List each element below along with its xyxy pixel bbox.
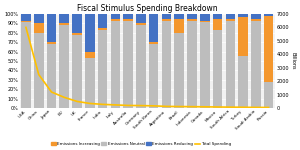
Total Spending [37, 74, 40, 75]
Bar [85, 52, 94, 58]
Bar [111, 19, 120, 21]
Y-axis label: Billions: Billions [291, 52, 296, 70]
Bar [251, 19, 261, 21]
Total Spending [75, 100, 79, 102]
Bar [149, 14, 158, 42]
Bar [200, 14, 209, 21]
Title: Fiscal Stimulus Spending Breakdown: Fiscal Stimulus Spending Breakdown [77, 4, 218, 13]
Total Spending [203, 106, 207, 108]
Bar [123, 19, 133, 21]
Total Spending [152, 105, 155, 107]
Bar [251, 21, 261, 108]
Bar [162, 14, 171, 19]
Total Spending [190, 106, 194, 108]
Bar [136, 23, 146, 25]
Bar [21, 22, 31, 108]
Total Spending [113, 104, 117, 106]
Bar [98, 30, 107, 108]
Bar [111, 14, 120, 19]
Bar [72, 33, 82, 35]
Bar [238, 56, 248, 108]
Bar [200, 21, 209, 22]
Bar [187, 19, 197, 21]
Bar [85, 58, 94, 108]
Total Spending [254, 106, 258, 108]
Line: Total Spending: Total Spending [26, 27, 268, 107]
Bar [162, 21, 171, 108]
Bar [47, 44, 56, 108]
Bar [21, 21, 31, 22]
Total Spending [24, 27, 28, 28]
Bar [59, 25, 69, 108]
Bar [200, 22, 209, 108]
Bar [136, 25, 146, 108]
Bar [162, 19, 171, 21]
Bar [21, 14, 31, 21]
Bar [238, 17, 248, 56]
Bar [149, 44, 158, 108]
Bar [264, 82, 273, 108]
Bar [72, 14, 82, 33]
Bar [213, 30, 222, 108]
Bar [59, 14, 69, 23]
Legend: Emissions Increasing, Emissions Neutral, Emissions Reducing, Total Spending: Emissions Increasing, Emissions Neutral,… [49, 141, 233, 148]
Total Spending [88, 103, 92, 104]
Total Spending [139, 105, 143, 106]
Bar [85, 14, 94, 52]
Bar [59, 23, 69, 25]
Bar [47, 42, 56, 44]
Total Spending [126, 105, 130, 106]
Bar [111, 21, 120, 108]
Bar [264, 14, 273, 16]
Bar [149, 42, 158, 44]
Bar [264, 16, 273, 82]
Bar [47, 14, 56, 42]
Total Spending [101, 103, 104, 105]
Bar [72, 35, 82, 108]
Bar [174, 14, 184, 19]
Total Spending [216, 106, 219, 108]
Bar [34, 14, 43, 23]
Bar [136, 14, 146, 23]
Bar [34, 23, 43, 33]
Bar [174, 33, 184, 108]
Bar [123, 14, 133, 19]
Total Spending [62, 96, 66, 98]
Total Spending [267, 106, 270, 108]
Bar [251, 14, 261, 19]
Bar [123, 21, 133, 108]
Bar [187, 14, 197, 19]
Total Spending [165, 105, 168, 107]
Bar [98, 14, 107, 28]
Bar [34, 33, 43, 108]
Total Spending [241, 106, 245, 108]
Total Spending [50, 91, 53, 93]
Bar [187, 21, 197, 108]
Bar [213, 14, 222, 19]
Total Spending [177, 106, 181, 107]
Bar [226, 19, 235, 21]
Bar [213, 19, 222, 30]
Bar [226, 14, 235, 19]
Bar [226, 21, 235, 108]
Bar [174, 19, 184, 33]
Bar [238, 14, 248, 17]
Bar [98, 28, 107, 30]
Total Spending [229, 106, 232, 108]
